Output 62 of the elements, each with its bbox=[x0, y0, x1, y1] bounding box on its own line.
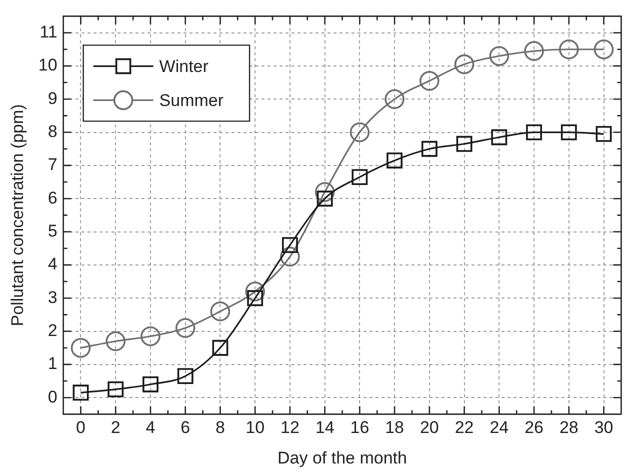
y-tick-label: 5 bbox=[48, 221, 58, 240]
point bbox=[560, 124, 577, 140]
point bbox=[524, 41, 544, 61]
point bbox=[386, 152, 403, 168]
legend-label: Summer bbox=[159, 90, 224, 110]
x-tick-label: 4 bbox=[146, 418, 156, 438]
point bbox=[384, 89, 404, 110]
point bbox=[489, 46, 510, 66]
y-tick-label: 0 bbox=[48, 387, 58, 406]
point bbox=[420, 70, 440, 91]
y-tick-label: 8 bbox=[48, 122, 58, 141]
point bbox=[594, 39, 614, 60]
x-tick-label: 16 bbox=[350, 418, 370, 438]
point bbox=[526, 124, 542, 140]
x-tick-label: 24 bbox=[490, 418, 509, 438]
x-tick-label: 2 bbox=[110, 418, 120, 438]
point bbox=[212, 340, 228, 356]
point bbox=[106, 331, 126, 352]
x-axis-title: Day of the month bbox=[278, 448, 407, 468]
x-tick-label: 14 bbox=[315, 418, 334, 438]
y-tick-label: 4 bbox=[48, 254, 58, 274]
x-tick-label: 10 bbox=[246, 418, 265, 438]
point bbox=[177, 368, 194, 384]
point bbox=[596, 126, 612, 142]
x-tick-label: 28 bbox=[559, 418, 578, 438]
point bbox=[175, 318, 196, 338]
point bbox=[140, 326, 160, 346]
y-tick-label: 1 bbox=[48, 354, 58, 374]
point bbox=[245, 282, 265, 302]
point bbox=[350, 122, 370, 142]
y-tick-label: 2 bbox=[48, 320, 58, 340]
point bbox=[491, 129, 508, 146]
point bbox=[559, 39, 579, 60]
x-tick-label: 30 bbox=[594, 418, 614, 438]
point bbox=[280, 246, 300, 267]
point bbox=[421, 140, 438, 157]
point bbox=[314, 182, 335, 202]
x-tick-label: 8 bbox=[215, 418, 225, 438]
x-tick-label: 22 bbox=[454, 418, 474, 438]
legend-label: Winter bbox=[159, 56, 209, 76]
x-tick-label: 26 bbox=[524, 418, 544, 438]
x-tick-label: 20 bbox=[420, 418, 439, 438]
point bbox=[456, 136, 472, 152]
y-tick-label: 10 bbox=[38, 56, 58, 75]
point bbox=[352, 169, 368, 186]
point bbox=[210, 301, 230, 322]
point bbox=[72, 384, 89, 401]
y-axis-title: Pollutant concentration (ppm) bbox=[8, 104, 27, 326]
x-tick-label: 12 bbox=[280, 418, 300, 438]
point bbox=[142, 376, 158, 392]
y-tick-label: 6 bbox=[48, 188, 58, 208]
y-tick-label: 3 bbox=[48, 288, 58, 307]
x-tick-label: 0 bbox=[76, 418, 86, 438]
point bbox=[108, 381, 124, 398]
y-tick-label: 9 bbox=[48, 88, 58, 108]
point bbox=[282, 237, 298, 254]
y-tick-label: 7 bbox=[48, 155, 58, 174]
x-tick-label: 6 bbox=[180, 418, 190, 438]
y-tick-label: 11 bbox=[40, 22, 58, 42]
point bbox=[454, 54, 474, 74]
x-tick-label: 18 bbox=[385, 418, 404, 438]
point bbox=[70, 338, 91, 358]
